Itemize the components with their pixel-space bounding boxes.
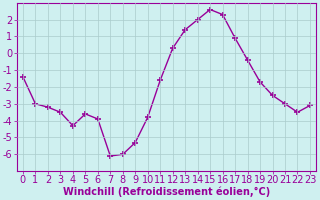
X-axis label: Windchill (Refroidissement éolien,°C): Windchill (Refroidissement éolien,°C): [63, 187, 270, 197]
